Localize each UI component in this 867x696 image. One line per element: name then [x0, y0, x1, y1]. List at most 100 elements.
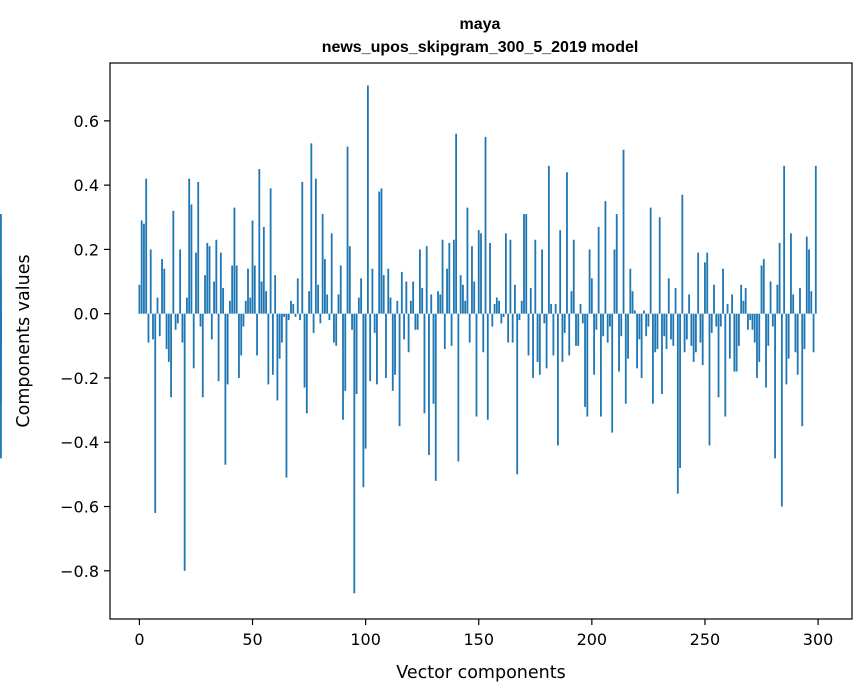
- bar-271: [751, 313, 754, 330]
- bar-9: [158, 313, 161, 337]
- bar-15: [172, 210, 175, 314]
- bar-246: [695, 313, 697, 353]
- bar-296: [808, 249, 810, 314]
- bar-302: [0, 313, 2, 459]
- bar-220: [636, 313, 638, 369]
- bar-241: [683, 313, 686, 353]
- bar-117: [403, 313, 405, 340]
- bar-159: [498, 300, 500, 314]
- bar-174: [532, 313, 534, 378]
- bar-28: [201, 313, 204, 398]
- bar-274: [758, 313, 761, 362]
- bar-280: [771, 313, 774, 327]
- bar-233: [665, 313, 668, 350]
- bar-180: [545, 313, 548, 369]
- bar-188: [563, 313, 566, 333]
- bar-178: [541, 249, 543, 314]
- bar-148: [473, 281, 476, 314]
- bar-90: [342, 313, 344, 420]
- bar-185: [557, 313, 559, 446]
- bar-262: [731, 294, 734, 314]
- bar-283: [778, 242, 781, 314]
- bar-127: [425, 246, 428, 314]
- bar-184: [554, 304, 557, 314]
- bar-245: [692, 313, 695, 362]
- bar-47: [244, 300, 247, 314]
- bar-78: [314, 178, 317, 314]
- bar-60: [274, 275, 277, 314]
- bar-11: [163, 268, 166, 314]
- bar-39: [226, 313, 229, 385]
- bar-228: [654, 313, 657, 353]
- bar-111: [389, 297, 392, 314]
- bar-231: [661, 313, 663, 395]
- y-tick-label-4: 0.0: [74, 305, 99, 324]
- bar-193: [575, 313, 577, 346]
- bar-158: [495, 297, 498, 314]
- bar-210: [613, 249, 616, 314]
- bar-169: [520, 300, 523, 314]
- bar-0: [138, 284, 141, 314]
- bar-55: [262, 226, 265, 314]
- bar-171: [525, 214, 528, 314]
- bar-6: [152, 313, 154, 340]
- bar-8: [156, 297, 159, 314]
- bar-305: [0, 278, 2, 314]
- bar-64: [283, 313, 286, 317]
- bar-65: [285, 313, 288, 478]
- bar-120: [409, 300, 412, 314]
- bar-217: [629, 268, 632, 314]
- bar-70: [296, 278, 299, 314]
- bar-67: [290, 300, 292, 314]
- bar-273: [756, 313, 758, 378]
- bar-268: [744, 287, 747, 314]
- bar-226: [649, 207, 652, 314]
- bar-248: [699, 313, 702, 343]
- bar-299: [814, 165, 817, 314]
- bar-191: [570, 291, 573, 314]
- bar-213: [620, 313, 623, 337]
- x-tick-label-1: 50: [242, 630, 262, 649]
- bar-154: [486, 313, 489, 420]
- bar-14: [170, 313, 172, 398]
- bar-106: [378, 191, 381, 314]
- bar-272: [753, 313, 756, 343]
- bar-298: [812, 313, 815, 353]
- bar-230: [658, 217, 661, 314]
- bar-56: [265, 291, 267, 314]
- bar-235: [670, 313, 672, 340]
- bar-140: [455, 133, 458, 314]
- bar-81: [321, 214, 324, 314]
- bar-255: [715, 313, 718, 327]
- bar-284: [780, 313, 783, 507]
- bar-103: [371, 268, 374, 314]
- bar-209: [611, 313, 614, 433]
- bar-139: [452, 239, 455, 314]
- bar-66: [287, 313, 290, 321]
- bar-115: [398, 313, 401, 427]
- x-tick-label-0: 0: [134, 630, 144, 649]
- bar-201: [593, 313, 596, 375]
- bar-206: [604, 201, 607, 314]
- bar-208: [609, 313, 611, 327]
- bar-4: [147, 313, 150, 343]
- bar-128: [428, 313, 430, 456]
- bar-89: [339, 265, 342, 314]
- bar-197: [584, 313, 586, 407]
- bar-249: [701, 313, 704, 366]
- bar-229: [656, 313, 659, 350]
- bar-96: [355, 313, 358, 395]
- bar-227: [652, 313, 654, 404]
- bar-18: [179, 249, 182, 314]
- bar-303: [0, 214, 2, 314]
- bar-91: [344, 313, 347, 391]
- bar-251: [706, 252, 709, 314]
- bar-198: [586, 313, 589, 417]
- bar-107: [380, 188, 383, 314]
- bar-26: [197, 181, 200, 314]
- bar-240: [681, 194, 684, 314]
- bar-33: [213, 281, 215, 314]
- bar-222: [640, 313, 643, 378]
- chart-title-line-1: maya: [460, 16, 501, 33]
- bar-244: [690, 313, 693, 346]
